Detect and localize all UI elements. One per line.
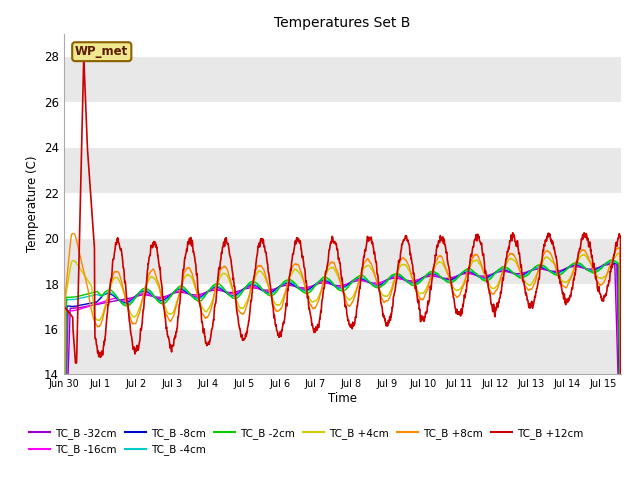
TC_B +4cm bbox=[346, 297, 353, 303]
TC_B +4cm bbox=[409, 277, 417, 283]
Text: WP_met: WP_met bbox=[75, 45, 129, 58]
Bar bbox=[64, 56, 621, 102]
TC_B -2cm bbox=[426, 269, 433, 275]
Line: TC_B -16cm: TC_B -16cm bbox=[64, 263, 621, 480]
TC_B +8cm bbox=[409, 277, 417, 283]
Bar bbox=[64, 329, 621, 374]
TC_B -32cm bbox=[346, 280, 353, 286]
TC_B -2cm bbox=[346, 282, 353, 288]
Line: TC_B +4cm: TC_B +4cm bbox=[64, 253, 621, 374]
TC_B +12cm bbox=[617, 372, 625, 377]
Line: TC_B +12cm: TC_B +12cm bbox=[64, 58, 621, 374]
TC_B +4cm bbox=[426, 278, 433, 284]
TC_B +8cm bbox=[68, 231, 76, 237]
TC_B -16cm bbox=[606, 260, 614, 265]
TC_B -16cm bbox=[409, 279, 417, 285]
TC_B -4cm bbox=[93, 292, 100, 298]
TC_B -2cm bbox=[531, 264, 539, 270]
TC_B +4cm bbox=[615, 251, 623, 256]
TC_B +12cm bbox=[409, 266, 417, 272]
TC_B -32cm bbox=[93, 301, 100, 307]
TC_B +8cm bbox=[346, 303, 354, 309]
TC_B +8cm bbox=[93, 323, 100, 329]
Line: TC_B -2cm: TC_B -2cm bbox=[64, 260, 621, 480]
TC_B -4cm bbox=[617, 455, 625, 460]
TC_B -32cm bbox=[606, 262, 614, 267]
Legend: TC_B -32cm, TC_B -16cm, TC_B -8cm, TC_B -4cm, TC_B -2cm, TC_B +4cm, TC_B +8cm, T: TC_B -32cm, TC_B -16cm, TC_B -8cm, TC_B … bbox=[25, 424, 588, 459]
TC_B -8cm bbox=[93, 299, 100, 305]
TC_B +12cm bbox=[93, 343, 100, 348]
TC_B -32cm bbox=[409, 278, 417, 284]
TC_B -16cm bbox=[531, 265, 539, 271]
TC_B -4cm bbox=[607, 259, 614, 264]
TC_B -32cm bbox=[426, 273, 433, 279]
X-axis label: Time: Time bbox=[328, 392, 357, 405]
TC_B +4cm bbox=[60, 372, 68, 377]
TC_B -8cm bbox=[607, 260, 615, 265]
Line: TC_B -32cm: TC_B -32cm bbox=[64, 264, 621, 480]
TC_B -8cm bbox=[617, 467, 625, 473]
TC_B -16cm bbox=[617, 470, 625, 476]
Line: TC_B -4cm: TC_B -4cm bbox=[64, 262, 621, 480]
TC_B +4cm bbox=[617, 372, 625, 377]
TC_B -8cm bbox=[598, 264, 605, 270]
TC_B +12cm bbox=[346, 322, 354, 328]
TC_B -8cm bbox=[426, 271, 433, 277]
TC_B -8cm bbox=[531, 265, 539, 271]
TC_B +12cm bbox=[532, 293, 540, 299]
TC_B -2cm bbox=[93, 289, 100, 295]
TC_B -16cm bbox=[598, 264, 605, 269]
TC_B -4cm bbox=[346, 281, 353, 287]
TC_B -4cm bbox=[426, 270, 433, 276]
Line: TC_B +8cm: TC_B +8cm bbox=[64, 234, 621, 374]
TC_B +12cm bbox=[598, 297, 605, 302]
TC_B -16cm bbox=[426, 272, 433, 278]
TC_B +8cm bbox=[617, 372, 625, 377]
TC_B +12cm bbox=[80, 55, 88, 61]
TC_B -16cm bbox=[346, 280, 353, 286]
TC_B +8cm bbox=[426, 277, 434, 283]
TC_B -4cm bbox=[598, 264, 605, 270]
TC_B +4cm bbox=[598, 276, 605, 281]
TC_B +4cm bbox=[93, 317, 100, 323]
TC_B -4cm bbox=[409, 281, 417, 287]
TC_B +8cm bbox=[60, 372, 68, 377]
Bar bbox=[64, 238, 621, 284]
TC_B +8cm bbox=[532, 278, 540, 284]
TC_B -32cm bbox=[617, 468, 625, 473]
TC_B -2cm bbox=[608, 257, 616, 263]
TC_B -16cm bbox=[93, 301, 100, 307]
TC_B -8cm bbox=[409, 280, 417, 286]
Y-axis label: Temperature (C): Temperature (C) bbox=[26, 156, 38, 252]
Title: Temperatures Set B: Temperatures Set B bbox=[274, 16, 411, 30]
TC_B -8cm bbox=[346, 280, 353, 286]
TC_B +12cm bbox=[60, 303, 68, 309]
TC_B -32cm bbox=[598, 264, 605, 269]
TC_B +8cm bbox=[598, 281, 605, 287]
TC_B -2cm bbox=[598, 266, 605, 272]
TC_B +12cm bbox=[426, 290, 434, 296]
TC_B -32cm bbox=[531, 266, 539, 272]
TC_B -2cm bbox=[409, 283, 417, 288]
Line: TC_B -8cm: TC_B -8cm bbox=[64, 263, 621, 480]
TC_B -4cm bbox=[531, 265, 539, 271]
TC_B +4cm bbox=[531, 275, 539, 280]
Bar bbox=[64, 147, 621, 192]
TC_B -2cm bbox=[617, 455, 625, 460]
